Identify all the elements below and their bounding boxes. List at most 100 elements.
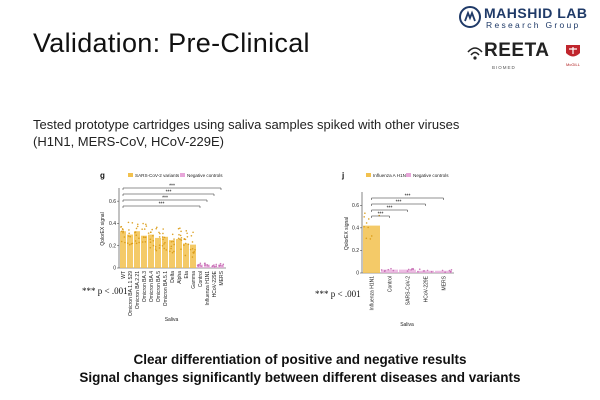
data-point (162, 228, 164, 230)
significance-stars: *** (378, 211, 384, 217)
data-point (127, 221, 130, 224)
y-tick-label: 0.4 (109, 221, 116, 227)
x-tick-label: Omicron BA.1.1.529 (128, 271, 134, 316)
data-point (183, 237, 186, 240)
data-point (183, 244, 185, 246)
reeta-name: REETA (484, 40, 550, 61)
data-point (169, 250, 171, 253)
data-point (196, 264, 199, 267)
data-point (149, 238, 152, 241)
data-point (387, 268, 390, 271)
y-tick-label: 0 (113, 266, 116, 272)
data-point (158, 247, 161, 249)
data-point (444, 271, 446, 274)
data-point (173, 250, 175, 253)
data-point (187, 243, 190, 246)
data-point (149, 246, 152, 249)
data-point (151, 228, 153, 231)
x-tick-label: SARS-CoV-2 (406, 276, 412, 305)
bar-positive (190, 244, 196, 268)
data-point (215, 263, 218, 266)
data-point (154, 245, 157, 248)
data-point (152, 244, 155, 247)
legend-label-negative: Negative controls (187, 173, 223, 178)
data-point (199, 264, 201, 266)
significance-stars: *** (387, 205, 393, 211)
legend-label-positive: Influenza A H1N1 (373, 173, 409, 178)
data-point (170, 245, 173, 248)
data-point (147, 232, 150, 234)
data-point (390, 267, 392, 270)
data-point (142, 222, 144, 225)
panel-letter: g (100, 171, 105, 180)
x-tick-label: Delta (170, 271, 176, 283)
data-point (184, 254, 187, 257)
data-point (122, 228, 124, 231)
data-point (163, 247, 166, 250)
data-point (180, 237, 183, 239)
data-point (177, 227, 180, 230)
data-point (380, 269, 383, 271)
data-point (186, 232, 188, 235)
data-point (173, 243, 175, 246)
data-point (449, 271, 452, 273)
data-point (135, 227, 138, 230)
data-point (129, 235, 132, 238)
data-point (179, 227, 181, 229)
data-point (179, 238, 181, 240)
data-point (203, 262, 206, 265)
bar-positive (155, 237, 161, 268)
slide-title: Validation: Pre-Clinical (33, 28, 310, 58)
p-value-note-j: *** p < .001 (315, 289, 361, 299)
data-point (448, 269, 451, 272)
y-tick-label: 0.6 (109, 199, 116, 205)
x-axis-label: Saliva (165, 317, 179, 323)
data-point (130, 243, 133, 245)
data-point (211, 265, 214, 268)
data-point (161, 244, 164, 247)
data-point (161, 236, 164, 238)
data-point (406, 270, 409, 272)
significance-bracket (371, 203, 426, 206)
data-point (138, 237, 140, 240)
significance-bracket (371, 209, 408, 212)
bar-positive (148, 234, 154, 268)
data-point (412, 267, 414, 270)
significance-stars: *** (405, 193, 411, 199)
data-point (418, 268, 421, 271)
data-point (367, 226, 369, 229)
data-point (190, 234, 193, 237)
data-point (219, 262, 222, 265)
data-point (186, 235, 189, 238)
data-point (141, 241, 144, 243)
data-point (206, 264, 209, 266)
data-point (144, 236, 147, 239)
significance-bracket (122, 205, 201, 208)
data-point (221, 265, 223, 267)
x-tick-label: Control (198, 271, 204, 287)
significance-stars: *** (396, 199, 402, 205)
significance-bracket (122, 193, 215, 196)
data-point (172, 240, 174, 243)
data-point (203, 264, 206, 266)
university-name: McGILL (565, 62, 580, 67)
data-point (135, 242, 138, 245)
wifi-icon (467, 47, 483, 60)
significance-bracket (371, 197, 444, 200)
data-point (145, 223, 147, 226)
x-axis-label: Saliva (400, 322, 414, 328)
data-point (152, 234, 154, 237)
legend-swatch-negative (180, 173, 185, 177)
data-point (185, 230, 188, 232)
data-point (364, 212, 366, 215)
bar-positive (162, 236, 168, 268)
y-tick-label: 0.2 (109, 243, 116, 249)
data-point (171, 251, 174, 254)
data-point (215, 265, 218, 267)
x-tick-label: Alpha (177, 271, 183, 284)
data-point (159, 232, 161, 235)
x-tick-label: Omicron BA.2.21 (135, 271, 141, 309)
lab-name: MAHSHID LAB (484, 5, 588, 21)
x-tick-label: HCoV-229E (212, 270, 218, 297)
reeta-logo: REETA BIOMED (466, 40, 549, 76)
